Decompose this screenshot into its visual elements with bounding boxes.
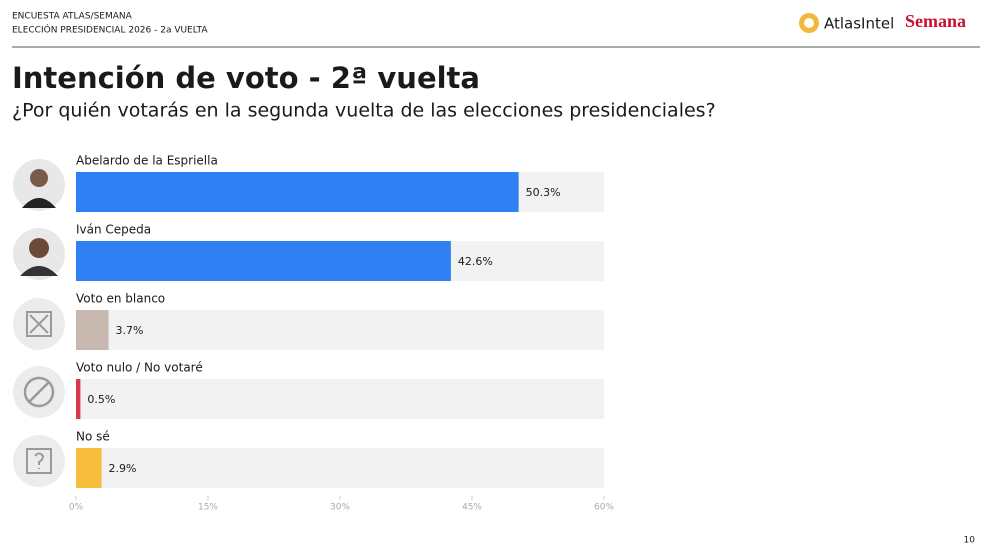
page-number: 10: [964, 536, 976, 546]
category-label: No sé: [76, 430, 110, 444]
bar: [76, 448, 102, 488]
category-label: Abelardo de la Espriella: [76, 154, 218, 168]
value-label: 50.3%: [526, 186, 561, 199]
x-tick-label: 30%: [330, 503, 350, 513]
value-label: 2.9%: [109, 462, 137, 475]
x-tick-label: 60%: [594, 503, 614, 513]
chart-title: Intención de voto - 2ª vuelta: [12, 61, 480, 95]
x-tick-label: 0%: [69, 503, 84, 513]
category-label: Iván Cepeda: [76, 223, 151, 237]
chart-subtitle: ¿Por quién votarás en la segunda vuelta …: [12, 100, 716, 122]
category-label: Voto en blanco: [76, 292, 165, 306]
x-tick-label: 45%: [462, 503, 482, 513]
category-label: Voto nulo / No votaré: [76, 361, 203, 375]
semana-logo: Semana: [905, 11, 966, 31]
bar: [76, 310, 109, 350]
bar: [76, 379, 81, 419]
value-label: 3.7%: [116, 324, 144, 337]
x-tick-label: 15%: [198, 503, 218, 513]
bar-track: [76, 379, 604, 419]
bar: [76, 241, 451, 281]
bar-track: [76, 448, 604, 488]
atlas-logo-text: AtlasIntel: [824, 15, 894, 33]
value-label: 42.6%: [458, 255, 493, 268]
value-label: 0.5%: [87, 393, 115, 406]
icons: [13, 159, 65, 487]
survey-label: ENCUESTA ATLAS/SEMANA: [12, 12, 133, 22]
atlas-logo: AtlasIntel: [799, 13, 894, 33]
election-label: ELECCIÓN PRESIDENCIAL 2026 - 2a VUELTA: [12, 24, 208, 36]
bar: [76, 172, 519, 212]
bar-track: [76, 310, 604, 350]
